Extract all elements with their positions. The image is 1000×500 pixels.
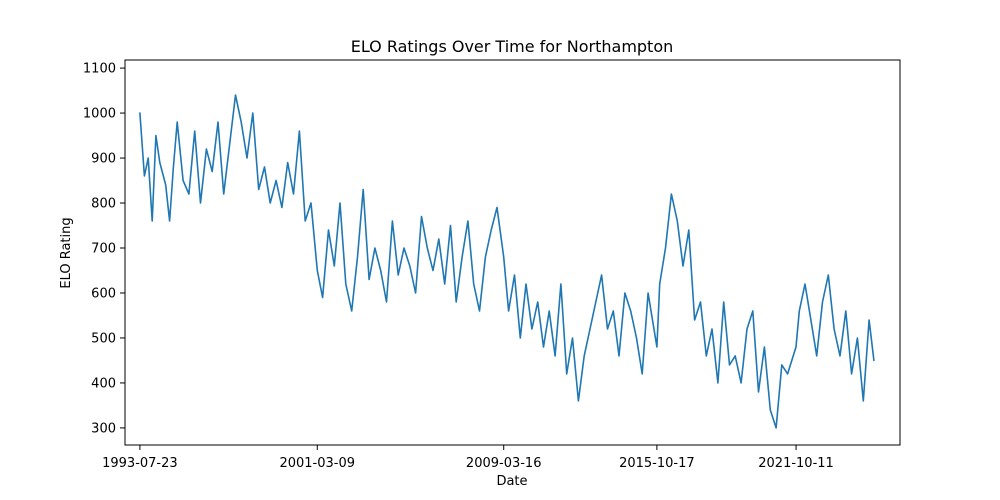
y-tick-label: 1100 bbox=[83, 62, 116, 77]
y-axis-label: ELO Rating bbox=[59, 217, 74, 288]
y-tick-label: 900 bbox=[91, 152, 116, 167]
y-tick-label: 600 bbox=[91, 286, 116, 301]
y-tick-label: 300 bbox=[91, 421, 116, 436]
y-tick-label: 800 bbox=[91, 197, 116, 212]
x-tick-label: 2021-10-11 bbox=[758, 456, 834, 471]
y-tick-label: 500 bbox=[91, 331, 116, 346]
x-tick-label: 2009-03-16 bbox=[466, 456, 542, 471]
series-line bbox=[139, 94, 875, 429]
y-axis: 300 400 500 600 700 800 900 1000 1100 bbox=[83, 62, 125, 436]
x-tick-label: 1993-07-23 bbox=[102, 456, 178, 471]
plot-area bbox=[124, 59, 901, 446]
chart-title: ELO Ratings Over Time for Northampton bbox=[351, 37, 674, 56]
y-tick-label: 700 bbox=[91, 242, 116, 257]
x-axis: 1993-07-23 2001-03-09 2009-03-16 2015-10-17… bbox=[102, 445, 834, 471]
x-tick-label: 2015-10-17 bbox=[619, 456, 695, 471]
y-tick-label: 1000 bbox=[83, 107, 116, 122]
x-axis-label: Date bbox=[496, 474, 527, 489]
y-tick-label: 400 bbox=[91, 376, 116, 391]
x-tick-label: 2001-03-09 bbox=[279, 456, 355, 471]
